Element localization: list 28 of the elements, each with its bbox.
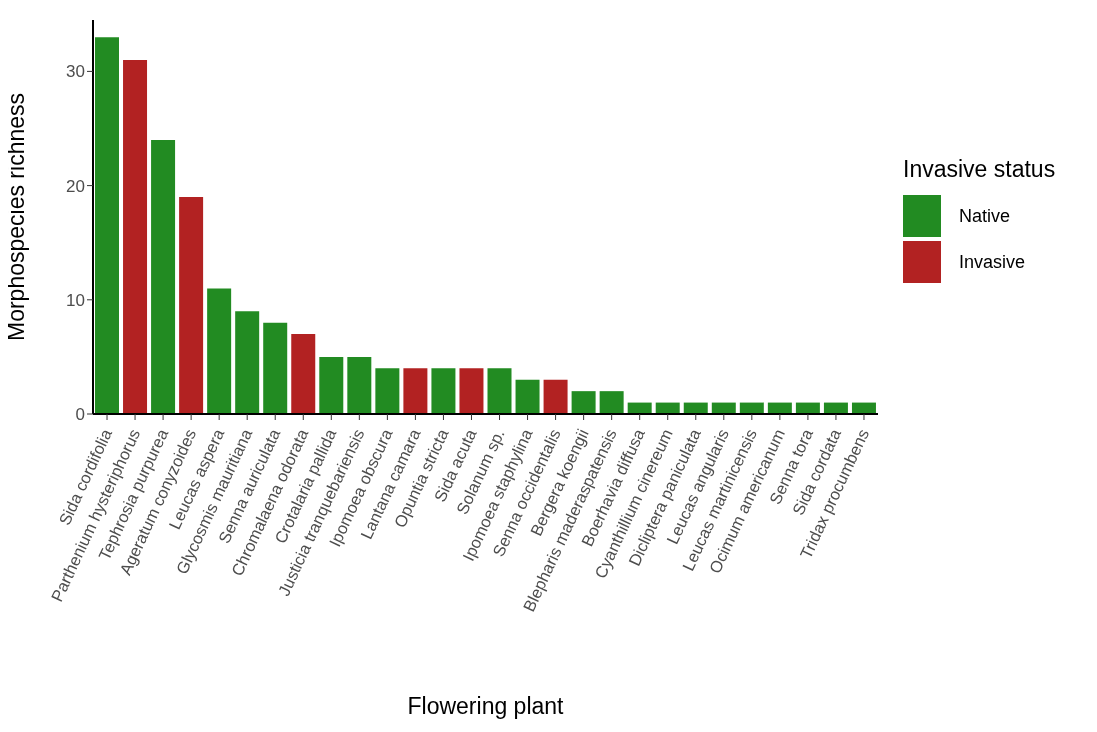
y-tick-label: 20 xyxy=(66,176,85,196)
bar xyxy=(487,368,512,414)
bar xyxy=(207,288,232,414)
legend-label: Native xyxy=(959,205,1011,227)
y-tick-label: 30 xyxy=(66,62,85,82)
bar xyxy=(599,391,624,414)
bar xyxy=(235,311,260,414)
bar xyxy=(571,391,596,414)
bar xyxy=(375,368,400,414)
bar xyxy=(291,334,316,414)
bar xyxy=(151,139,176,414)
bar xyxy=(403,368,428,414)
bar xyxy=(459,368,484,414)
bar xyxy=(179,197,204,414)
bar xyxy=(319,356,344,414)
legend-title: Invasive status xyxy=(903,156,1056,183)
y-tick-label: 0 xyxy=(75,405,85,425)
y-tick-label: 10 xyxy=(66,290,85,310)
bar xyxy=(123,59,148,414)
y-axis-title: Morphospecies richness xyxy=(3,92,30,342)
bar xyxy=(515,379,540,414)
bar xyxy=(347,356,372,414)
bar xyxy=(95,37,119,414)
bar xyxy=(543,379,568,414)
bar xyxy=(263,322,288,414)
bar xyxy=(431,368,456,414)
legend-label: Invasive xyxy=(959,251,1026,273)
x-axis-title: Flowering plant xyxy=(407,693,565,719)
